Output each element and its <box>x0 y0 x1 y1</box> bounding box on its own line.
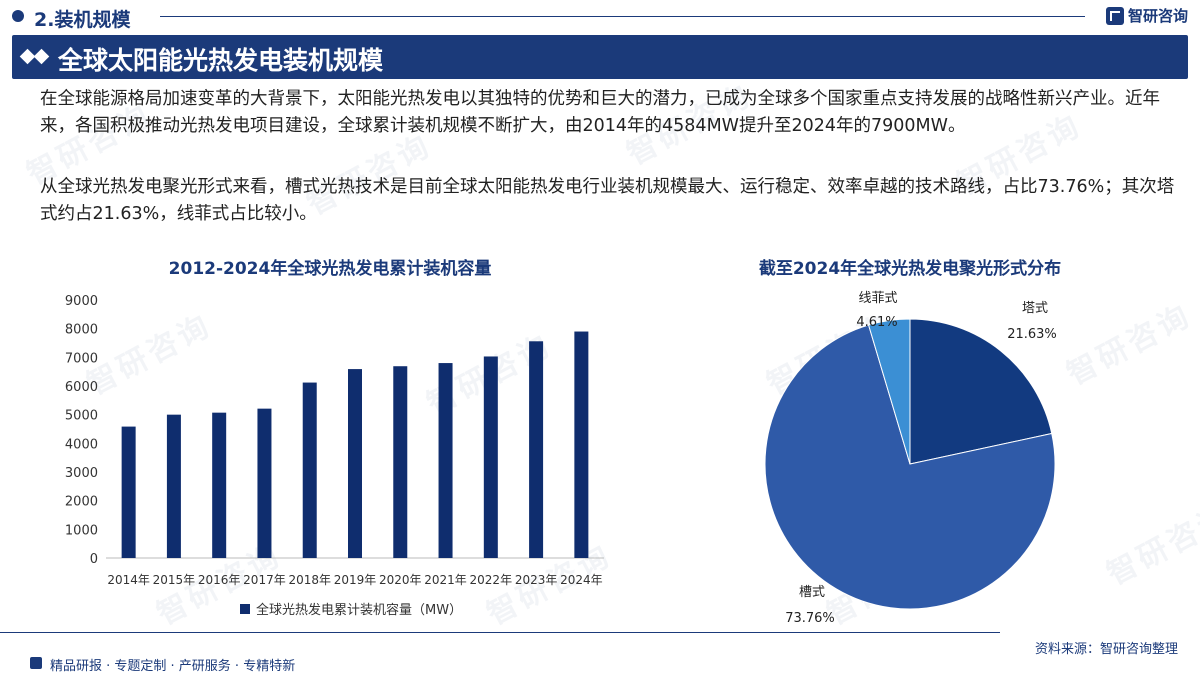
x-tick-label: 2016年 <box>198 573 241 587</box>
y-tick-label: 8000 <box>65 323 98 338</box>
footer-bar: 精品研报 · 专题定制 · 产研服务 · 专精特新 <box>0 653 1200 674</box>
slice-label: 塔式 <box>1022 301 1048 316</box>
slice-value-label: 4.61% <box>856 315 897 330</box>
brand-logo: 智研咨询 <box>1105 5 1188 26</box>
x-tick-label: 2020年 <box>379 573 422 587</box>
x-tick-label: 2015年 <box>153 573 196 587</box>
title-banner: 全球太阳能光热发电装机规模 <box>12 35 1188 79</box>
y-tick-label: 5000 <box>65 409 98 424</box>
bar <box>257 408 272 558</box>
footer-logo-icon <box>30 657 42 669</box>
slice-value-label: 21.63% <box>1007 327 1057 342</box>
legend-swatch <box>240 604 250 614</box>
bar <box>121 426 136 558</box>
y-tick-label: 1000 <box>65 523 98 538</box>
legend-label: 全球光热发电累计装机容量（MW） <box>256 602 462 618</box>
y-tick-label: 3000 <box>65 466 98 481</box>
bar <box>574 331 589 558</box>
pie-slice <box>909 318 1053 465</box>
bar <box>393 366 408 558</box>
pie-chart: 塔式 21.63% 槽式 73.76% 线菲式 4.61% <box>764 291 1057 626</box>
footer-services: 精品研报 · 专题定制 · 产研服务 · 专精特新 <box>50 659 296 674</box>
y-tick-label: 2000 <box>65 495 98 510</box>
source-note: 资料来源：智研咨询整理 <box>1034 642 1178 657</box>
bar-chart: 0 1000 2000 3000 4000 5000 6000 7000 8000 9000 201… <box>65 294 604 618</box>
y-tick-label: 6000 <box>65 380 98 395</box>
bar <box>348 369 362 558</box>
analysis-paragraph: 从全球光热发电聚光形式来看，槽式光热技术是目前全球太阳能热发电行业装机规模最大、… <box>40 177 1175 224</box>
y-tick-label: 0 <box>90 552 98 567</box>
x-tick-label: 2017年 <box>243 573 286 587</box>
header-divider <box>160 16 1085 17</box>
y-tick-label: 4000 <box>65 437 98 452</box>
bar <box>483 356 498 558</box>
bar <box>529 341 544 558</box>
x-tick-label: 2018年 <box>288 573 331 587</box>
bar <box>212 412 227 558</box>
pie-slice <box>764 324 1056 610</box>
x-tick-label: 2022年 <box>470 573 513 587</box>
x-tick-label: 2023年 <box>515 573 558 587</box>
slice-value-label: 73.76% <box>785 611 835 626</box>
logo-icon <box>1105 6 1124 25</box>
intro-paragraph: 在全球能源格局加速变革的大背景下，太阳能光热发电以其独特的优势和巨大的潜力，已成… <box>40 89 1160 136</box>
double-diamond-icon <box>19 47 50 67</box>
section-title: 2.装机规模 <box>34 9 131 31</box>
bar <box>302 382 317 558</box>
footer-divider <box>0 632 1200 633</box>
bar-chart-title: 2012-2024年全球光热发电累计装机容量 <box>168 259 492 279</box>
x-tick-label: 2021年 <box>424 573 467 587</box>
bullet-dot-icon <box>12 10 24 22</box>
y-tick-label: 9000 <box>65 294 98 309</box>
x-tick-label: 2014年 <box>107 573 150 587</box>
x-tick-label: 2019年 <box>334 573 377 587</box>
bar <box>438 363 453 558</box>
pie-slice <box>867 318 911 465</box>
top-header: 2.装机规模 智研咨询 <box>0 0 1200 34</box>
page-title: 全球太阳能光热发电装机规模 <box>58 46 384 75</box>
y-tick-label: 7000 <box>65 351 98 366</box>
pie-chart-title: 截至2024年全球光热发电聚光形式分布 <box>758 259 1062 279</box>
x-tick-label: 2024年 <box>560 573 603 587</box>
bar <box>166 414 181 558</box>
slice-label: 线菲式 <box>858 291 897 306</box>
slice-label: 槽式 <box>799 585 825 600</box>
logo-text: 智研咨询 <box>1127 7 1188 25</box>
